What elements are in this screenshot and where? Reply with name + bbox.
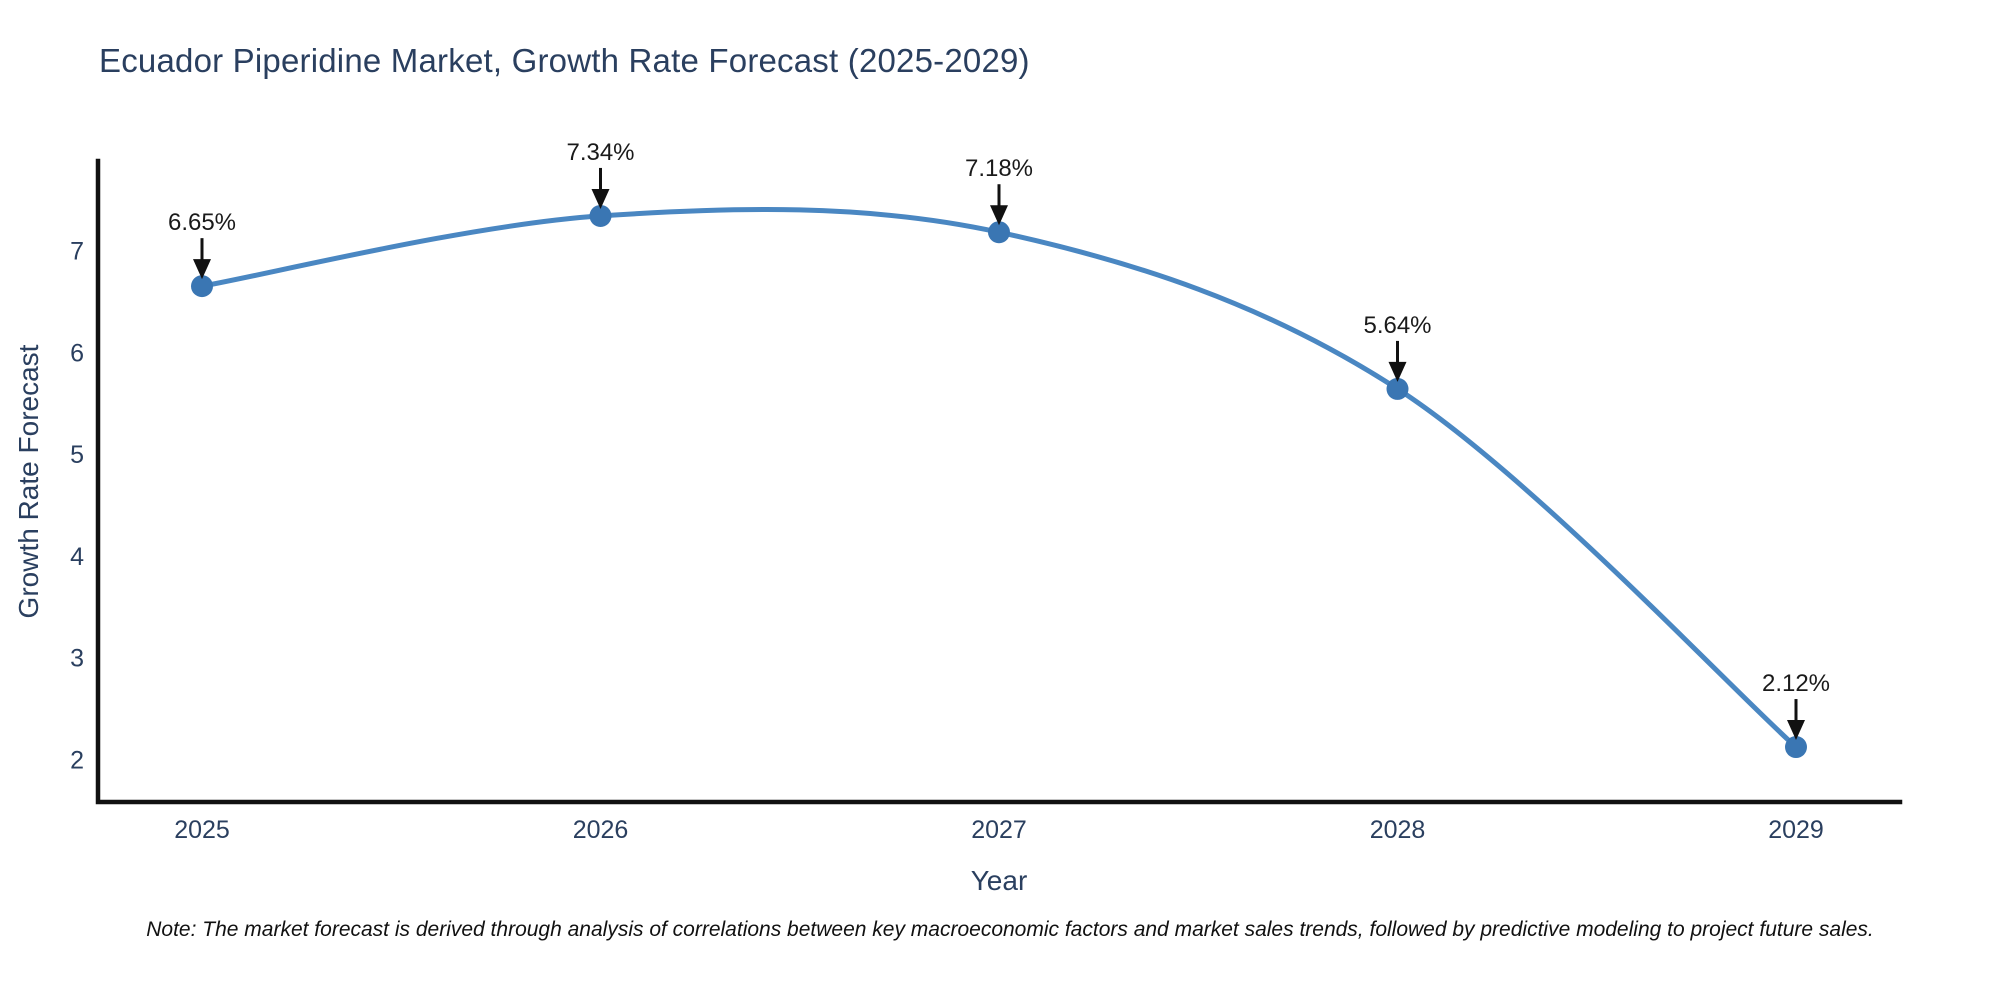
x-tick-label: 2029 bbox=[1768, 816, 1824, 844]
data-point-marker bbox=[988, 221, 1010, 244]
y-tick-label: 5 bbox=[70, 441, 84, 469]
annotation-label: 6.65% bbox=[168, 209, 236, 236]
y-axis-title: Growth Rate Forecast bbox=[13, 344, 44, 618]
annotation-arrowhead bbox=[591, 188, 610, 209]
annotation-arrowhead bbox=[990, 205, 1008, 226]
annotation-label: 2.12% bbox=[1762, 670, 1830, 697]
axis-lines bbox=[95, 158, 1903, 805]
annotation-label: 7.34% bbox=[566, 139, 634, 166]
footnote: Note: The market forecast is derived thr… bbox=[146, 918, 1874, 941]
chart-title: Ecuador Piperidine Market, Growth Rate F… bbox=[99, 42, 1030, 79]
x-tick-label: 2026 bbox=[573, 816, 629, 844]
data-point-marker bbox=[191, 275, 213, 298]
x-tick-label: 2025 bbox=[174, 816, 230, 844]
annotation-label: 7.18% bbox=[965, 155, 1033, 182]
x-axis-title: Year bbox=[971, 865, 1028, 896]
y-tick-label: 3 bbox=[70, 645, 84, 673]
annotation-arrowhead bbox=[193, 259, 211, 280]
data-point-marker bbox=[1785, 736, 1807, 759]
trend-line bbox=[199, 207, 1799, 750]
annotation-label: 5.64% bbox=[1363, 312, 1431, 339]
annotation-arrowhead bbox=[1388, 361, 1407, 382]
y-tick-label: 7 bbox=[70, 238, 84, 266]
data-point-marker bbox=[589, 204, 612, 227]
x-tick-label: 2027 bbox=[971, 816, 1027, 844]
y-tick-label: 2 bbox=[70, 746, 84, 774]
y-tick-label: 6 bbox=[70, 339, 84, 367]
data-point-marker bbox=[1386, 377, 1409, 400]
y-tick-label: 4 bbox=[70, 543, 84, 571]
x-tick-label: 2028 bbox=[1370, 816, 1426, 844]
annotation-arrowhead bbox=[1787, 720, 1805, 741]
